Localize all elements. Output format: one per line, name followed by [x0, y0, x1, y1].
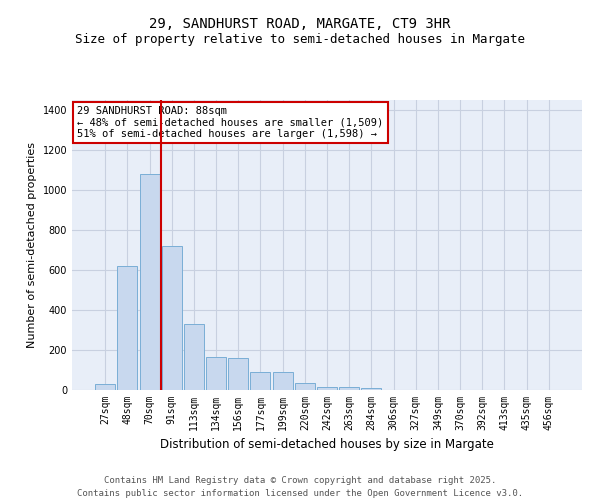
Bar — [272, 372, 293, 390]
Text: 29 SANDHURST ROAD: 88sqm
← 48% of semi-detached houses are smaller (1,509)
51% o: 29 SANDHURST ROAD: 88sqm ← 48% of semi-d… — [77, 106, 383, 139]
Bar — [140, 174, 160, 390]
Bar — [339, 387, 359, 390]
Bar — [250, 372, 271, 390]
Bar — [206, 357, 226, 390]
Text: 29, SANDHURST ROAD, MARGATE, CT9 3HR: 29, SANDHURST ROAD, MARGATE, CT9 3HR — [149, 18, 451, 32]
Text: Size of property relative to semi-detached houses in Margate: Size of property relative to semi-detach… — [75, 32, 525, 46]
Bar — [184, 324, 204, 390]
Bar — [162, 246, 182, 390]
Bar — [95, 384, 115, 390]
Bar — [228, 358, 248, 390]
Bar — [317, 387, 337, 390]
X-axis label: Distribution of semi-detached houses by size in Margate: Distribution of semi-detached houses by … — [160, 438, 494, 452]
Text: Contains HM Land Registry data © Crown copyright and database right 2025.
Contai: Contains HM Land Registry data © Crown c… — [77, 476, 523, 498]
Bar — [361, 388, 382, 390]
Y-axis label: Number of semi-detached properties: Number of semi-detached properties — [27, 142, 37, 348]
Bar — [295, 383, 315, 390]
Bar — [118, 266, 137, 390]
